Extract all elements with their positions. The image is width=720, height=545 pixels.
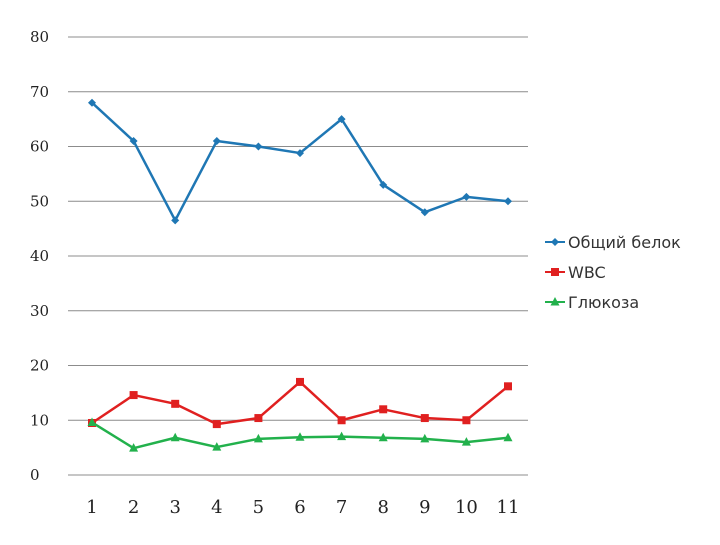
x-tick-label: 5 [253,497,264,518]
y-tick-label: 50 [30,192,49,210]
legend-item: Глюкоза [545,293,639,312]
x-tick-label: 6 [294,497,305,518]
series-layer [87,98,513,452]
series-total-protein-point [420,208,429,217]
x-tick-label: 11 [497,497,520,518]
series-total-protein [88,98,512,225]
y-tick-label: 80 [30,28,49,46]
x-tick-label: 3 [169,497,180,518]
series-total-protein-point [88,98,96,107]
series-glucose-point [212,442,222,451]
series-glucose-point [295,432,305,441]
series-wbc [88,377,512,429]
x-tick-label: 8 [377,497,388,518]
series-total-protein-point [337,115,346,124]
legend-marker [550,297,560,306]
legend-item: WBC [545,263,606,282]
x-tick-label: 7 [336,497,347,518]
series-wbc-point [504,382,512,391]
y-tick-label: 0 [30,466,40,484]
y-tick-label: 70 [30,83,49,101]
legend-marker [551,268,559,276]
series-glucose-point [170,432,180,442]
series-wbc-point [337,416,346,425]
series-total-protein-line [91,101,509,222]
series-total-protein-point [296,149,304,158]
series-total-protein-point [504,197,512,206]
y-tick-label: 20 [30,357,49,375]
series-wbc-point [129,391,138,400]
legend: Общий белок WBC Глюкоза [545,233,681,312]
x-axis-ticks: 1 2 3 4 5 6 7 8 9 10 11 [86,497,519,518]
x-tick-label: 9 [419,497,430,518]
y-axis-ticks: 0 10 20 30 40 50 60 70 80 [30,28,49,484]
series-wbc-point [171,399,180,408]
series-glucose-point [420,433,430,443]
y-tick-label: 40 [30,247,49,265]
legend-label: Общий белок [568,233,681,252]
legend-label: Глюкоза [568,293,639,312]
x-tick-label: 4 [211,497,222,518]
series-wbc-point [254,414,263,423]
y-tick-label: 30 [30,302,49,320]
series-glucose-point [337,431,347,441]
series-total-protein-point [379,180,388,189]
series-total-protein-point [212,137,221,146]
x-tick-label: 10 [455,497,478,518]
series-total-protein-point [254,142,263,151]
series-total-protein-point [462,192,471,201]
series-glucose-point [378,432,388,442]
series-wbc-point [212,420,221,429]
series-glucose-point [461,437,471,446]
legend-marker [551,238,559,246]
series-wbc-line [91,380,509,426]
legend-item: Общий белок [545,233,681,252]
series-wbc-point [296,377,304,386]
series-glucose-point [253,433,263,443]
series-wbc-point [379,405,388,414]
series-glucose-point [129,443,139,452]
x-tick-label: 2 [128,497,139,518]
y-tick-label: 10 [30,411,49,429]
legend-label: WBC [568,263,606,282]
x-tick-label: 1 [86,497,97,518]
series-total-protein-point [129,137,138,146]
series-glucose-point [503,432,513,442]
grid-layer [68,36,528,476]
series-wbc-point [462,416,471,425]
series-wbc-point [420,414,429,423]
series-total-protein-point [171,216,180,225]
series-glucose-point [87,417,97,426]
y-tick-label: 60 [30,138,49,156]
series-glucose [87,417,513,452]
